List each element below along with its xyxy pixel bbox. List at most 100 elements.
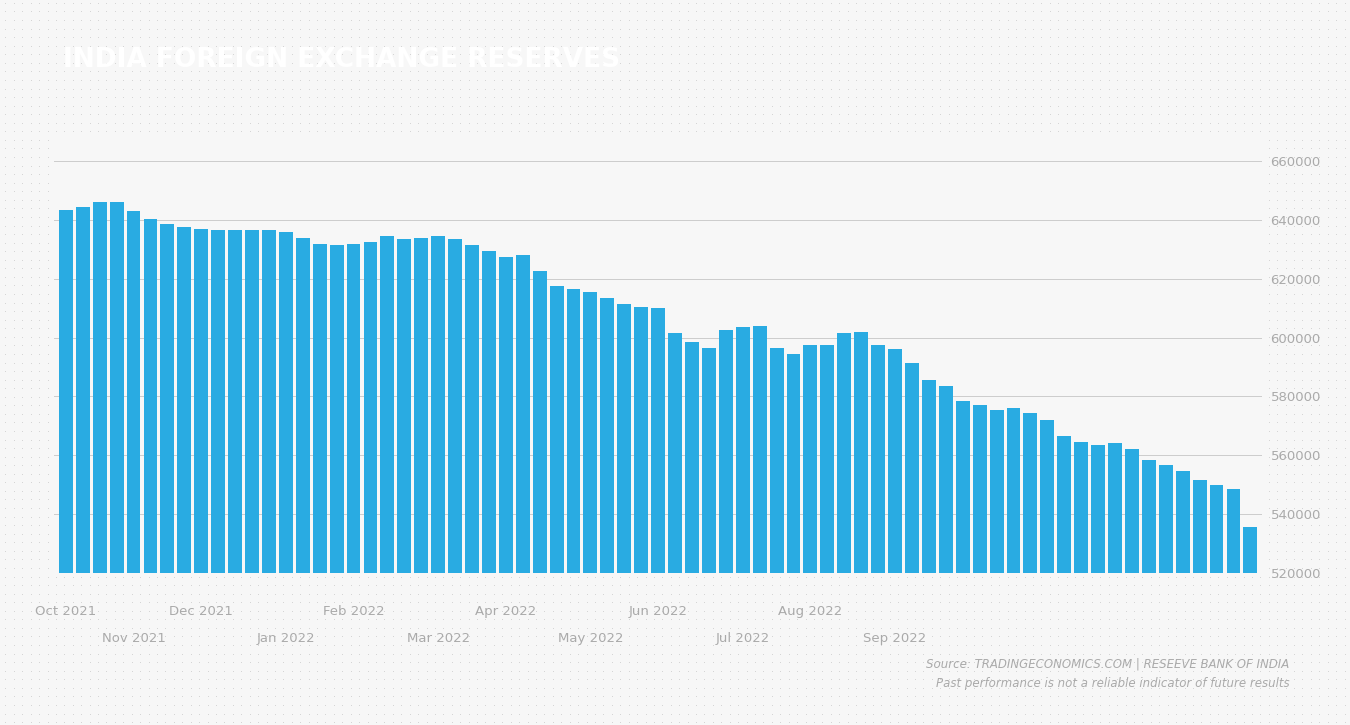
Point bbox=[761, 152, 783, 163]
Point bbox=[517, 494, 539, 505]
Point bbox=[1040, 14, 1061, 26]
Point bbox=[289, 109, 310, 120]
Point bbox=[686, 708, 707, 719]
Point bbox=[1241, 305, 1262, 317]
Point bbox=[475, 152, 497, 163]
Point bbox=[315, 708, 336, 719]
Point bbox=[702, 49, 724, 60]
Point bbox=[1056, 708, 1077, 719]
Point bbox=[694, 357, 716, 368]
Point bbox=[769, 262, 791, 274]
Point bbox=[811, 442, 833, 454]
Point bbox=[702, 408, 724, 420]
Point bbox=[1173, 271, 1195, 283]
Point bbox=[811, 391, 833, 402]
Point bbox=[1115, 57, 1137, 69]
Point bbox=[1157, 0, 1179, 9]
Point bbox=[1073, 442, 1095, 454]
Point bbox=[525, 451, 547, 463]
Point bbox=[163, 494, 185, 505]
Point bbox=[432, 597, 454, 608]
Point bbox=[1048, 271, 1069, 283]
Point bbox=[1115, 237, 1137, 249]
Point bbox=[778, 49, 799, 60]
Point bbox=[509, 31, 531, 43]
Point bbox=[618, 74, 640, 86]
Point bbox=[306, 682, 328, 694]
Point bbox=[70, 579, 92, 591]
Point bbox=[694, 562, 716, 573]
Point bbox=[20, 708, 42, 719]
Point bbox=[1141, 339, 1162, 351]
Point bbox=[1183, 613, 1204, 625]
Point bbox=[913, 451, 934, 463]
Point bbox=[972, 65, 994, 77]
Point bbox=[567, 434, 589, 445]
Point bbox=[197, 254, 219, 265]
Point bbox=[374, 588, 396, 600]
Point bbox=[332, 485, 354, 497]
Point bbox=[1334, 622, 1350, 634]
Point bbox=[78, 434, 100, 445]
Point bbox=[1266, 691, 1288, 703]
Point bbox=[930, 271, 952, 283]
Point bbox=[348, 434, 370, 445]
Point bbox=[972, 485, 994, 497]
Point bbox=[3, 83, 24, 94]
Point bbox=[710, 571, 732, 582]
Point bbox=[1149, 374, 1170, 386]
Point bbox=[988, 502, 1010, 514]
Point bbox=[298, 562, 320, 573]
Point bbox=[475, 699, 497, 710]
Point bbox=[509, 528, 531, 539]
Point bbox=[1030, 237, 1052, 249]
Point bbox=[525, 708, 547, 719]
Point bbox=[1048, 220, 1069, 231]
Point bbox=[1216, 613, 1238, 625]
Point bbox=[509, 152, 531, 163]
Point bbox=[1258, 365, 1280, 377]
Point bbox=[988, 74, 1010, 86]
Point bbox=[1089, 152, 1111, 163]
Point bbox=[255, 605, 277, 616]
Point bbox=[163, 289, 185, 300]
Point bbox=[54, 348, 76, 360]
Point bbox=[146, 297, 167, 308]
Point bbox=[239, 152, 261, 163]
Point bbox=[525, 460, 547, 471]
Point bbox=[11, 0, 32, 9]
Point bbox=[78, 177, 100, 189]
Point bbox=[1056, 211, 1077, 223]
Point bbox=[634, 262, 656, 274]
Point bbox=[543, 6, 564, 17]
Point bbox=[1165, 494, 1187, 505]
Point bbox=[686, 391, 707, 402]
Point bbox=[289, 562, 310, 573]
Point bbox=[1089, 674, 1111, 685]
Point bbox=[533, 109, 555, 120]
Point bbox=[398, 468, 420, 480]
Point bbox=[913, 237, 934, 249]
Point bbox=[778, 6, 799, 17]
Point bbox=[996, 631, 1018, 642]
Point bbox=[728, 571, 749, 582]
Point bbox=[62, 91, 84, 103]
Point bbox=[70, 374, 92, 386]
Point bbox=[1141, 168, 1162, 180]
Point bbox=[676, 494, 698, 505]
Point bbox=[1183, 554, 1204, 566]
Point bbox=[853, 451, 875, 463]
Point bbox=[340, 391, 362, 402]
Point bbox=[36, 228, 58, 240]
Point bbox=[221, 331, 243, 343]
Point bbox=[913, 160, 934, 171]
Point bbox=[710, 74, 732, 86]
Point bbox=[1326, 588, 1347, 600]
Bar bbox=[414, 238, 428, 725]
Point bbox=[517, 519, 539, 531]
Point bbox=[1098, 622, 1119, 634]
Point bbox=[829, 665, 850, 676]
Point bbox=[593, 716, 614, 725]
Bar bbox=[127, 211, 140, 725]
Point bbox=[78, 494, 100, 505]
